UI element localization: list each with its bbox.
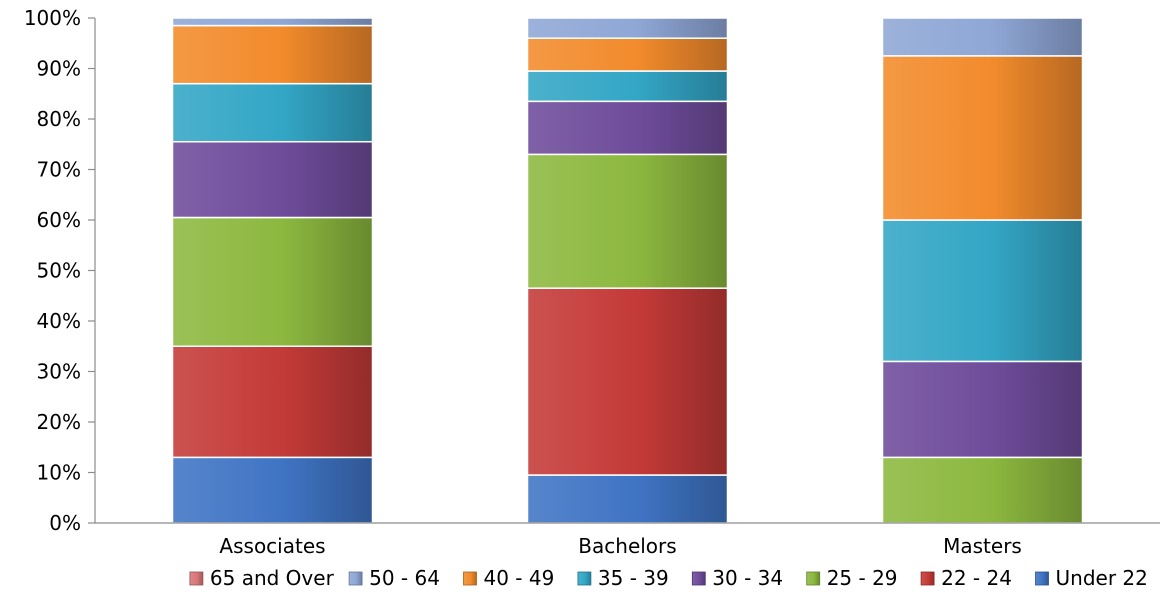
y-tick-label: 20% bbox=[37, 410, 81, 434]
bar-segment-bachelors-25-29 bbox=[526, 153, 729, 289]
y-tick-label: 10% bbox=[37, 461, 81, 485]
legend-item-65-and-over: 65 and Over bbox=[189, 566, 335, 590]
legend-label-under-22: Under 22 bbox=[1056, 566, 1148, 590]
legend-label-35-39: 35 - 39 bbox=[598, 566, 669, 590]
bar-segment-associates-50-64 bbox=[171, 17, 374, 27]
y-tick-label: 50% bbox=[37, 259, 81, 283]
legend-item-30-34: 30 - 34 bbox=[691, 566, 783, 590]
bar-segment-bachelors-under-22 bbox=[526, 474, 729, 524]
bar-segment-masters-40-49 bbox=[881, 55, 1084, 221]
y-tick-label: 30% bbox=[37, 360, 81, 384]
bar-segment-associates-25-29 bbox=[171, 216, 374, 347]
legend-label-50-64: 50 - 64 bbox=[369, 566, 440, 590]
bar-segment-bachelors-40-49 bbox=[526, 37, 729, 72]
bar-stack-masters bbox=[881, 17, 1084, 524]
y-tick-label: 100% bbox=[24, 6, 81, 30]
y-tick-label: 0% bbox=[49, 511, 81, 535]
y-tick-label: 90% bbox=[37, 57, 81, 81]
x-tick-label-bachelors: Bachelors bbox=[578, 534, 676, 558]
legend-item-25-29: 25 - 29 bbox=[806, 566, 898, 590]
legend-swatch-under-22 bbox=[1035, 571, 1049, 586]
legend-item-22-24: 22 - 24 bbox=[920, 566, 1012, 590]
legend-swatch-35-39 bbox=[577, 571, 592, 586]
bar-stack-associates bbox=[171, 17, 374, 524]
legend-swatch-30-34 bbox=[691, 571, 706, 586]
y-tick-label: 70% bbox=[37, 158, 81, 182]
bar-segment-bachelors-22-24 bbox=[526, 287, 729, 476]
legend: 65 and Over 50 - 64 40 - 49 35 - 39 30 - 34 2… bbox=[189, 566, 1148, 590]
legend-swatch-22-24 bbox=[920, 571, 935, 586]
legend-item-35-39: 35 - 39 bbox=[577, 566, 669, 590]
legend-item-40-49: 40 - 49 bbox=[463, 566, 555, 590]
y-tick-label: 60% bbox=[37, 208, 81, 232]
bar-segment-associates-40-49 bbox=[171, 24, 374, 85]
legend-label-65-and-over: 65 and Over bbox=[210, 566, 335, 590]
y-tick-label: 80% bbox=[37, 107, 81, 131]
bar-segment-masters-30-34 bbox=[881, 360, 1084, 459]
bar-segment-masters-50-64 bbox=[881, 17, 1084, 57]
bar-segment-associates-22-24 bbox=[171, 345, 374, 459]
bar-segment-bachelors-50-64 bbox=[526, 17, 729, 39]
bar-segment-associates-35-39 bbox=[171, 82, 374, 143]
bar-segment-masters-35-39 bbox=[881, 219, 1084, 363]
legend-label-25-29: 25 - 29 bbox=[827, 566, 898, 590]
legend-label-30-34: 30 - 34 bbox=[712, 566, 783, 590]
legend-swatch-50-64 bbox=[348, 571, 363, 586]
legend-swatch-40-49 bbox=[463, 571, 477, 586]
legend-label-22-24: 22 - 24 bbox=[941, 566, 1012, 590]
y-axis: 0% 10% 20% 30% 40% 50% 60% 70% 80% 90% 100% bbox=[24, 6, 96, 535]
x-tick-label-associates: Associates bbox=[219, 534, 325, 558]
bar-segment-associates-under-22 bbox=[171, 456, 374, 524]
bar-segment-masters-25-29 bbox=[881, 456, 1084, 524]
legend-swatch-25-29 bbox=[806, 571, 821, 586]
y-tick-label: 40% bbox=[37, 309, 81, 333]
bars bbox=[171, 17, 1084, 524]
legend-item-under-22: Under 22 bbox=[1035, 566, 1148, 590]
bar-segment-associates-30-34 bbox=[171, 140, 374, 219]
legend-item-50-64: 50 - 64 bbox=[348, 566, 440, 590]
bar-segment-bachelors-30-34 bbox=[526, 100, 729, 156]
bar-segment-bachelors-35-39 bbox=[526, 70, 729, 103]
x-axis: Associates Bachelors Masters bbox=[95, 522, 1160, 558]
legend-label-40-49: 40 - 49 bbox=[484, 566, 555, 590]
bar-stack-bachelors bbox=[526, 17, 729, 524]
legend-swatch-65-and-over bbox=[189, 571, 204, 586]
x-tick-label-masters: Masters bbox=[943, 534, 1022, 558]
